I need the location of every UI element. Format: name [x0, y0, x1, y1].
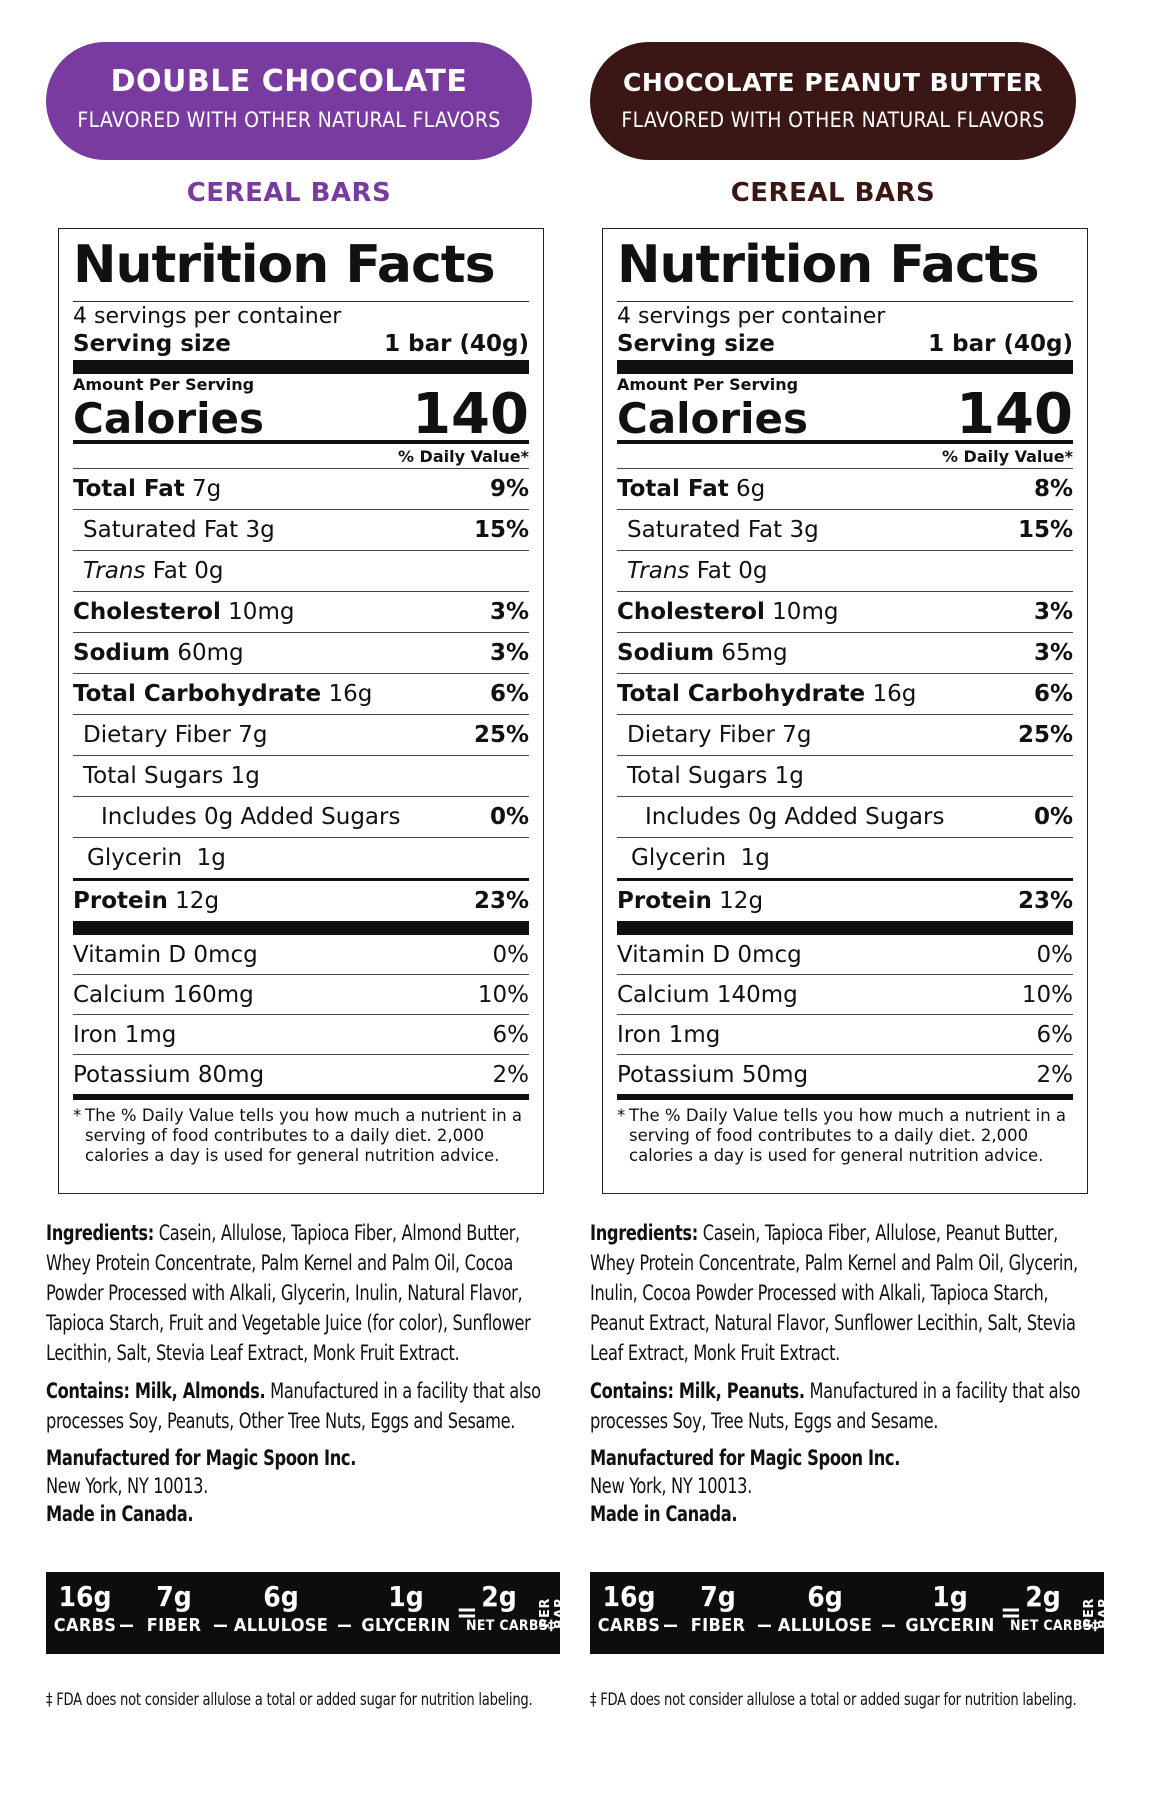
fiber-term: 7g FIBER — [146, 1580, 202, 1636]
calories-value: 140 — [412, 382, 529, 447]
nutrition-facts-panel: Nutrition Facts 4 servings per container… — [58, 228, 544, 1194]
nutrient-row-added-sugars: Includes 0g Added Sugars 0% — [73, 796, 529, 837]
vitamin-row-calcium: Calcium 140mg 10% — [617, 974, 1073, 1014]
amount-per-serving: Amount Per Serving — [73, 375, 255, 394]
ingredients-paragraph: Ingredients: Casein, Allulose, Tapioca F… — [46, 1221, 531, 1365]
calories-row: Calories 140 — [617, 387, 1073, 443]
nutrient-row-dietary-fiber: Dietary Fiber 7g 25% — [617, 714, 1073, 755]
serving-size-row: Serving size 1 bar (40g) — [73, 330, 529, 360]
nutrient-row-total-carbohydrate: Total Carbohydrate 16g 6% — [617, 673, 1073, 714]
per-bar-label: PER BAR — [1082, 1597, 1112, 1629]
carbs-term: 16g CARBS — [53, 1580, 117, 1636]
vitamin-row-vitamin-d: Vitamin D 0mcg 0% — [73, 941, 529, 968]
nutrient-row-cholesterol: Cholesterol 10mg 3% — [617, 591, 1073, 632]
vitamin-row-iron: Iron 1mg 6% — [617, 1014, 1073, 1054]
nutrient-row-saturated-fat: Saturated Fat 3g 15% — [73, 509, 529, 550]
servings-per-container: 4 servings per container — [73, 304, 342, 329]
nutrient-row-total-sugars: Total Sugars 1g — [617, 755, 1073, 796]
nutrient-row-saturated-fat: Saturated Fat 3g 15% — [617, 509, 1073, 550]
serving-size-value: 1 bar (40g) — [384, 331, 529, 357]
daily-value-header: % Daily Value* — [397, 447, 529, 466]
fiber-term: 7g FIBER — [690, 1580, 746, 1636]
nutrient-row-sodium: Sodium 60mg 3% — [73, 632, 529, 673]
vitamin-row-potassium: Potassium 50mg 2% — [617, 1054, 1073, 1094]
allulose-disclaimer: ‡ FDA does not consider allulose a total… — [46, 1690, 533, 1710]
product-category: CEREAL BARS — [730, 178, 936, 208]
serving-size-value: 1 bar (40g) — [928, 331, 1073, 357]
net-carbs-bar: 16g CARBS _ 7g FIBER _ 6g ALLULOSE _ 1g GLYC… — [590, 1572, 1112, 1654]
amount-per-serving: Amount Per Serving — [617, 375, 799, 394]
calories-value: 140 — [956, 382, 1073, 447]
nutrient-row-dietary-fiber: Dietary Fiber 7g 25% — [73, 714, 529, 755]
nutrient-row-total-sugars: Total Sugars 1g — [73, 755, 529, 796]
daily-value-footnote: * The % Daily Value tells you how much a… — [617, 1106, 1067, 1165]
calories-row: Calories 140 — [73, 387, 529, 443]
daily-value-header: % Daily Value* — [941, 447, 1073, 466]
glycerin-term: 1g GLYCERIN — [361, 1580, 451, 1636]
nutrition-facts-panel: Nutrition Facts 4 servings per container… — [602, 228, 1088, 1194]
carbs-term: 16g CARBS — [597, 1580, 661, 1636]
product-info: Ingredients: Casein, Allulose, Tapioca F… — [46, 1218, 541, 1536]
calories-label: Calories — [617, 394, 809, 443]
vitamin-row-vitamin-d: Vitamin D 0mcg 0% — [617, 941, 1073, 968]
vitamin-row-iron: Iron 1mg 6% — [73, 1014, 529, 1054]
nutrient-row-sodium: Sodium 65mg 3% — [617, 632, 1073, 673]
nutrient-row-protein: Protein 12g 23% — [617, 878, 1073, 921]
vitamin-row-calcium: Calcium 160mg 10% — [73, 974, 529, 1014]
nutrient-row-added-sugars: Includes 0g Added Sugars 0% — [617, 796, 1073, 837]
flavor-banner: CHOCOLATE PEANUT BUTTER FLAVORED WITH OT… — [590, 42, 1076, 160]
allulose-disclaimer: ‡ FDA does not consider allulose a total… — [590, 1690, 1077, 1710]
net-carbs-bar: 16g CARBS _ 7g FIBER _ 6g ALLULOSE _ 1g GLYC… — [46, 1572, 568, 1654]
per-bar-label: PER BAR — [538, 1597, 568, 1629]
serving-size-label: Serving size — [73, 331, 231, 357]
flavor-subtitle: FLAVORED WITH OTHER NATURAL FLAVORS — [621, 108, 1045, 132]
servings-per-container: 4 servings per container — [617, 304, 886, 329]
daily-value-footnote: * The % Daily Value tells you how much a… — [73, 1106, 523, 1165]
manufacturer-paragraph: Manufactured for Magic Spoon Inc. New Yo… — [590, 1446, 901, 1526]
nutrient-row-protein: Protein 12g 23% — [73, 878, 529, 921]
nutrient-row-trans-fat: Trans Fat 0g — [617, 550, 1073, 591]
serving-size-row: Serving size 1 bar (40g) — [617, 330, 1073, 360]
ingredients-paragraph: Ingredients: Casein, Tapioca Fiber, Allu… — [590, 1221, 1078, 1365]
nutrition-facts-title: Nutrition Facts — [617, 235, 1040, 295]
nutrient-row-glycerin: Glycerin 1g — [617, 837, 1073, 878]
nutrient-row-cholesterol: Cholesterol 10mg 3% — [73, 591, 529, 632]
calories-label: Calories — [73, 394, 265, 443]
serving-size-label: Serving size — [617, 331, 775, 357]
nutrient-row-total-carbohydrate: Total Carbohydrate 16g 6% — [73, 673, 529, 714]
product-info: Ingredients: Casein, Tapioca Fiber, Allu… — [590, 1218, 1080, 1536]
net-carbs-term: 2g NET CARBS‡ — [466, 1580, 555, 1634]
allergen-paragraph: Contains: Milk, Peanuts. Manufactured in… — [590, 1379, 1081, 1433]
nutrient-row-trans-fat: Trans Fat 0g — [73, 550, 529, 591]
allulose-term: 6g ALLULOSE — [777, 1580, 873, 1636]
nutrition-facts-title: Nutrition Facts — [73, 235, 496, 295]
flavor-banner: DOUBLE CHOCOLATE FLAVORED WITH OTHER NAT… — [46, 42, 532, 160]
flavor-subtitle: FLAVORED WITH OTHER NATURAL FLAVORS — [77, 108, 501, 132]
allergen-paragraph: Contains: Milk, Almonds. Manufactured in… — [46, 1379, 541, 1433]
vitamin-row-potassium: Potassium 80mg 2% — [73, 1054, 529, 1094]
nutrient-row-total-fat: Total Fat 6g 8% — [617, 468, 1073, 509]
glycerin-term: 1g GLYCERIN — [905, 1580, 995, 1636]
manufacturer-paragraph: Manufactured for Magic Spoon Inc. New Yo… — [46, 1446, 357, 1526]
product-category: CEREAL BARS — [186, 178, 392, 208]
net-carbs-term: 2g NET CARBS‡ — [1010, 1580, 1099, 1634]
nutrient-row-total-fat: Total Fat 7g 9% — [73, 468, 529, 509]
flavor-title: CHOCOLATE PEANUT BUTTER — [623, 68, 1043, 97]
allulose-term: 6g ALLULOSE — [233, 1580, 329, 1636]
nutrient-row-glycerin: Glycerin 1g — [73, 837, 529, 878]
flavor-title: DOUBLE CHOCOLATE — [110, 64, 468, 99]
